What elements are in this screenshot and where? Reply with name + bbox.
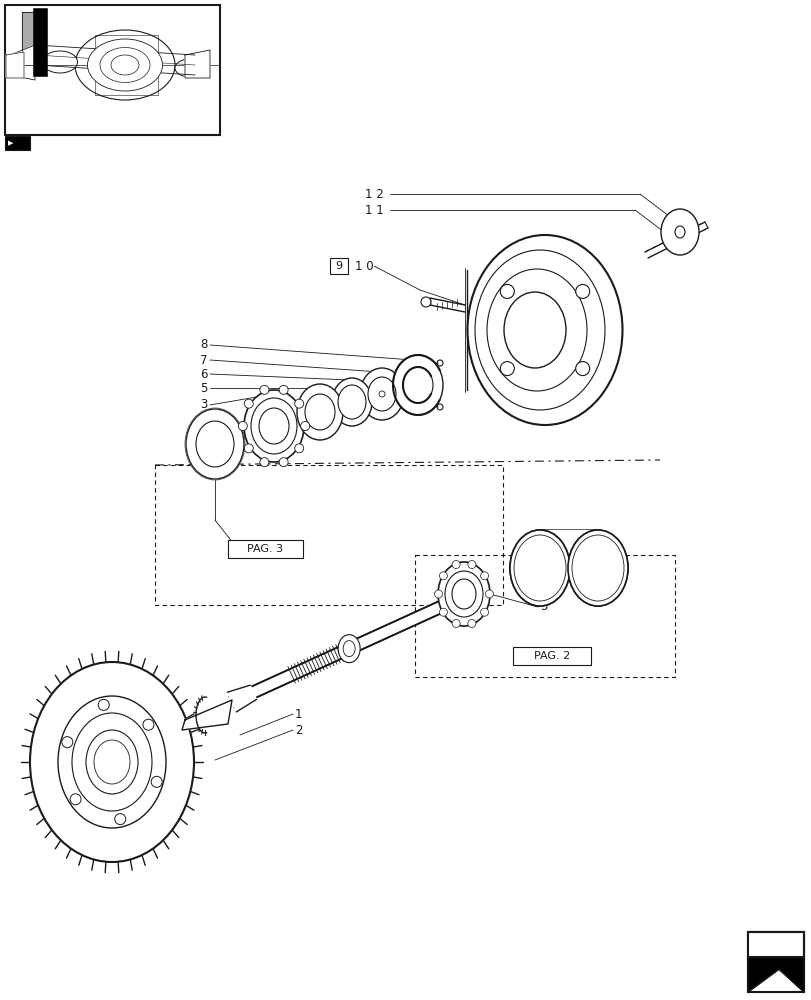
Circle shape [279, 385, 288, 394]
Ellipse shape [195, 421, 234, 467]
Ellipse shape [58, 696, 165, 828]
Bar [155, 465, 502, 605]
Polygon shape [10, 45, 35, 80]
Ellipse shape [359, 368, 404, 420]
Circle shape [294, 444, 303, 453]
Bar [414, 555, 674, 677]
Ellipse shape [437, 562, 489, 626]
Polygon shape [36, 45, 195, 65]
Ellipse shape [337, 635, 360, 663]
Ellipse shape [332, 378, 371, 426]
Ellipse shape [42, 51, 77, 73]
Text: 9: 9 [335, 261, 342, 271]
Ellipse shape [402, 367, 432, 403]
Bar [5, 136, 30, 150]
Bar [33, 8, 47, 76]
Bar [513, 647, 590, 665]
Ellipse shape [467, 235, 622, 425]
Circle shape [300, 422, 309, 430]
Circle shape [500, 362, 513, 376]
Circle shape [485, 590, 493, 598]
Ellipse shape [393, 355, 443, 415]
Ellipse shape [72, 713, 152, 811]
Text: 2: 2 [294, 724, 303, 736]
Text: 1 2: 1 2 [365, 188, 384, 200]
Circle shape [480, 608, 488, 616]
Circle shape [244, 399, 253, 408]
Ellipse shape [343, 641, 354, 657]
Ellipse shape [243, 390, 303, 462]
Bar [747, 932, 803, 992]
Ellipse shape [474, 250, 604, 410]
Ellipse shape [367, 377, 396, 411]
Text: 7: 7 [200, 354, 208, 366]
Circle shape [244, 444, 253, 453]
Circle shape [575, 284, 589, 298]
Polygon shape [6, 52, 24, 78]
Polygon shape [227, 685, 256, 712]
Circle shape [467, 561, 475, 569]
Ellipse shape [186, 409, 243, 479]
Circle shape [294, 399, 303, 408]
Ellipse shape [86, 730, 138, 794]
Ellipse shape [509, 530, 569, 606]
Ellipse shape [259, 408, 289, 444]
Circle shape [260, 385, 268, 394]
Circle shape [439, 572, 447, 580]
Ellipse shape [504, 292, 565, 368]
Ellipse shape [337, 385, 366, 419]
Circle shape [439, 608, 447, 616]
Polygon shape [22, 12, 36, 65]
Text: ▶: ▶ [8, 140, 13, 146]
Circle shape [279, 458, 288, 467]
Text: 3: 3 [200, 398, 208, 412]
Ellipse shape [251, 398, 297, 454]
Circle shape [452, 561, 460, 569]
Circle shape [238, 422, 247, 430]
Ellipse shape [297, 384, 342, 440]
Ellipse shape [30, 662, 194, 862]
Text: 1: 1 [294, 708, 303, 720]
Ellipse shape [509, 530, 569, 606]
Bar [5, 5, 220, 135]
Polygon shape [539, 530, 597, 606]
Ellipse shape [452, 579, 475, 609]
Circle shape [467, 619, 475, 627]
Ellipse shape [175, 59, 204, 77]
Text: 8: 8 [200, 338, 208, 352]
Ellipse shape [75, 30, 175, 100]
Circle shape [452, 619, 460, 627]
Circle shape [480, 572, 488, 580]
Ellipse shape [568, 530, 627, 606]
Bar [329, 258, 348, 274]
Bar [228, 540, 303, 558]
Ellipse shape [88, 39, 162, 91]
Ellipse shape [487, 269, 586, 391]
Circle shape [575, 362, 589, 376]
Text: 1 1: 1 1 [365, 204, 384, 217]
Circle shape [434, 590, 442, 598]
Text: 1 0: 1 0 [354, 259, 373, 272]
Text: 6: 6 [200, 367, 208, 380]
Polygon shape [185, 50, 210, 78]
Text: PAG. 2: PAG. 2 [533, 651, 569, 661]
Ellipse shape [660, 209, 698, 255]
Ellipse shape [568, 530, 627, 606]
Circle shape [260, 458, 268, 467]
Ellipse shape [444, 571, 483, 617]
Polygon shape [182, 700, 232, 730]
Text: 4: 4 [539, 584, 547, 596]
Ellipse shape [305, 394, 335, 430]
Text: 5: 5 [200, 381, 208, 394]
Polygon shape [230, 600, 447, 707]
Ellipse shape [100, 47, 150, 83]
Text: 3: 3 [539, 600, 547, 613]
Ellipse shape [674, 226, 684, 238]
Polygon shape [747, 957, 803, 992]
Circle shape [500, 284, 513, 298]
Text: PAG. 3: PAG. 3 [247, 544, 283, 554]
Circle shape [420, 297, 431, 307]
